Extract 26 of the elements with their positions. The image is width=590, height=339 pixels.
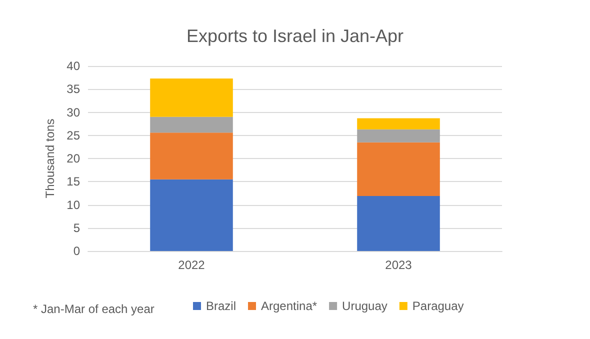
y-tick-label: 35	[66, 82, 80, 96]
y-tick-label: 30	[66, 105, 80, 120]
x-tick-label: 2022	[178, 258, 206, 272]
y-tick-label: 20	[66, 152, 80, 166]
y-tick-label: 40	[66, 59, 80, 73]
bar	[150, 116, 233, 133]
bar	[357, 118, 440, 130]
y-tick-label: 10	[66, 198, 80, 212]
bar	[357, 129, 440, 142]
text: * Jan-Mar of each year	[33, 302, 154, 316]
bar	[357, 142, 440, 196]
y-tick-label: 0	[73, 244, 80, 258]
bar	[150, 78, 233, 117]
y-tick-label: 15	[66, 174, 80, 189]
y-tick-label: 5	[73, 220, 80, 235]
y-tick-label: 25	[66, 128, 80, 142]
x-tick-label: 2023	[385, 258, 412, 272]
legend-label: Paraguay	[412, 299, 464, 313]
y-axis-title: Thousand tons	[42, 118, 57, 198]
bar	[150, 132, 233, 180]
legend-label: Uruguay	[342, 299, 388, 313]
chart-title: Exports to Israel in Jan-Apr	[186, 26, 404, 46]
bar	[357, 196, 440, 251]
legend-label: Argentina*	[261, 299, 318, 313]
legend-label: Brazil	[206, 299, 236, 313]
bar	[150, 179, 233, 251]
